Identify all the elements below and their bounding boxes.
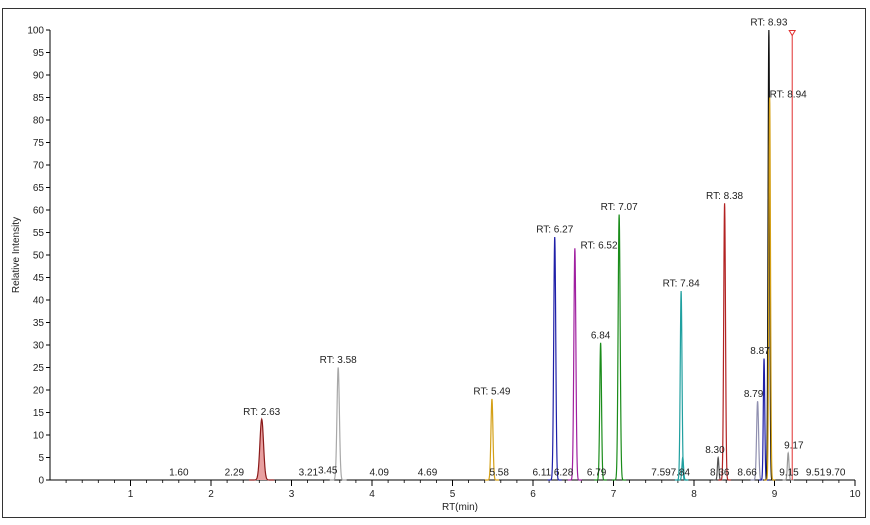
- y-tick-label: 50: [33, 251, 45, 262]
- peak-label: RT: 5.49: [473, 387, 510, 398]
- peak-label: 7.84: [671, 468, 691, 479]
- y-axis-title: Relative Intensity: [11, 217, 22, 293]
- peak-trace: [764, 97, 776, 481]
- y-tick-label: 70: [33, 161, 45, 172]
- x-axis-title: RT(min): [442, 502, 478, 513]
- peak-trace: [594, 342, 607, 481]
- peak-label: 6.11: [532, 468, 551, 479]
- y-tick-label: 20: [33, 386, 45, 397]
- peak-label: 5.58: [489, 468, 509, 479]
- y-tick-label: 25: [33, 363, 45, 374]
- y-tick-label: 10: [33, 431, 45, 442]
- peak-label: 9.17: [784, 441, 804, 452]
- peak-trace: [750, 401, 765, 481]
- peak-trace: [674, 290, 688, 481]
- peak-label: RT: 6.52: [580, 240, 617, 251]
- peak-label: RT: 8.38: [706, 191, 743, 202]
- peak-trace: [547, 236, 562, 481]
- peak-label: 8.30: [705, 445, 725, 456]
- peak-label: RT: 6.27: [536, 225, 573, 236]
- x-tick-label: 8: [691, 489, 697, 500]
- y-tick-label: 45: [33, 273, 45, 284]
- x-tick-label: 6: [530, 489, 536, 500]
- peak-marker-triangle: [788, 30, 797, 37]
- peak-label: RT: 7.07: [601, 202, 638, 213]
- y-tick-label: 80: [33, 116, 45, 127]
- peak-label: 8.87: [750, 346, 770, 357]
- x-tick-label: 5: [450, 489, 456, 500]
- peak-label: RT: 7.84: [663, 279, 700, 290]
- y-tick-label: 75: [33, 138, 45, 149]
- y-tick-label: 0: [38, 476, 44, 487]
- x-tick-label: 10: [849, 489, 861, 500]
- peak-label: 8.79: [744, 389, 764, 400]
- peak-trace: [249, 417, 275, 481]
- peak-label: 2.29: [225, 468, 245, 479]
- peak-label: 9.15: [779, 468, 799, 479]
- axes: 0510152025303540455055606570758085909510…: [27, 26, 861, 501]
- peak-label: 6.79: [587, 468, 607, 479]
- peak-trace: [567, 248, 582, 481]
- chart-frame: [2, 8, 866, 518]
- peak-trace: [718, 203, 731, 481]
- x-tick-label: 2: [208, 489, 214, 500]
- peak-labels: RT: 2.63 RT: 3.58 RT: 5.49 RT: 6.27 RT: 6.52…: [169, 18, 846, 479]
- peak-trace: [484, 398, 499, 481]
- peak-label: RT: 8.94: [770, 90, 807, 101]
- peak-label: 8.36: [710, 468, 730, 479]
- peak-label: 4.69: [418, 468, 438, 479]
- peak-trace: [612, 214, 627, 481]
- y-tick-label: 35: [33, 318, 45, 329]
- peak-trace: [758, 358, 770, 481]
- x-tick-label: 3: [289, 489, 295, 500]
- peak-label: RT: 2.63: [243, 407, 280, 418]
- peak-label: 9.70: [826, 468, 846, 479]
- y-tick-label: 90: [33, 71, 45, 82]
- peak-label: 1.60: [169, 468, 189, 479]
- y-tick-label: 5: [38, 453, 44, 464]
- peak-label: 8.66: [737, 468, 757, 479]
- peak-label: 6.84: [591, 330, 611, 341]
- y-tick-label: 85: [33, 93, 45, 104]
- peak-label: 7.59: [651, 468, 671, 479]
- y-tick-label: 30: [33, 341, 45, 352]
- peak-label: 3.45: [318, 465, 338, 476]
- y-tick-label: 95: [33, 48, 45, 59]
- x-tick-label: 1: [128, 489, 134, 500]
- peaks: [249, 29, 797, 481]
- y-tick-label: 100: [27, 26, 44, 37]
- peak-label: 3.21: [299, 468, 319, 479]
- x-tick-label: 7: [611, 489, 617, 500]
- peak-trace: [677, 455, 689, 481]
- y-tick-label: 40: [33, 296, 45, 307]
- peak-label: 9.51: [806, 468, 826, 479]
- peak-label: 6.28: [554, 468, 574, 479]
- peak-label: RT: 3.58: [320, 355, 357, 366]
- y-tick-label: 60: [33, 206, 45, 217]
- peak-trace: [329, 367, 347, 481]
- y-tick-label: 65: [33, 183, 45, 194]
- peak-label: 4.09: [370, 468, 390, 479]
- x-tick-label: 4: [369, 489, 375, 500]
- x-tick-label: 9: [772, 489, 778, 500]
- y-tick-label: 55: [33, 228, 45, 239]
- y-tick-label: 15: [33, 408, 45, 419]
- peak-fill: [249, 419, 275, 480]
- peak-label: RT: 8.93: [750, 18, 787, 29]
